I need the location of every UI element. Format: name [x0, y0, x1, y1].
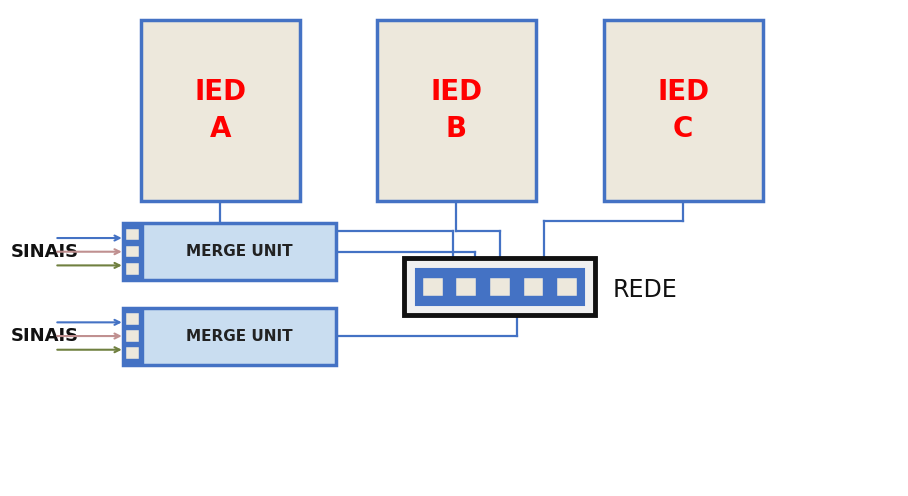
- Bar: [524, 278, 544, 297]
- Bar: [558, 278, 577, 297]
- Bar: [604, 20, 763, 201]
- Text: MERGE UNIT: MERGE UNIT: [186, 244, 292, 259]
- Text: IED
B: IED B: [430, 78, 482, 143]
- Bar: [123, 223, 143, 280]
- Bar: [126, 313, 139, 324]
- Text: MERGE UNIT: MERGE UNIT: [186, 328, 292, 344]
- Text: SINAIS: SINAIS: [11, 327, 79, 345]
- Text: IED
C: IED C: [657, 78, 709, 143]
- Text: SINAIS: SINAIS: [11, 243, 79, 261]
- Bar: [422, 278, 442, 297]
- Bar: [490, 278, 509, 297]
- Bar: [126, 263, 139, 275]
- Bar: [123, 223, 336, 280]
- Bar: [126, 347, 139, 359]
- Bar: [126, 330, 139, 342]
- Bar: [123, 308, 336, 365]
- Bar: [123, 308, 143, 365]
- Bar: [416, 269, 584, 305]
- Text: IED
A: IED A: [194, 78, 246, 143]
- Bar: [141, 20, 300, 201]
- Bar: [126, 229, 139, 240]
- Text: REDE: REDE: [613, 278, 677, 302]
- Bar: [404, 258, 595, 315]
- Bar: [377, 20, 536, 201]
- Bar: [126, 246, 139, 257]
- Bar: [456, 278, 476, 297]
